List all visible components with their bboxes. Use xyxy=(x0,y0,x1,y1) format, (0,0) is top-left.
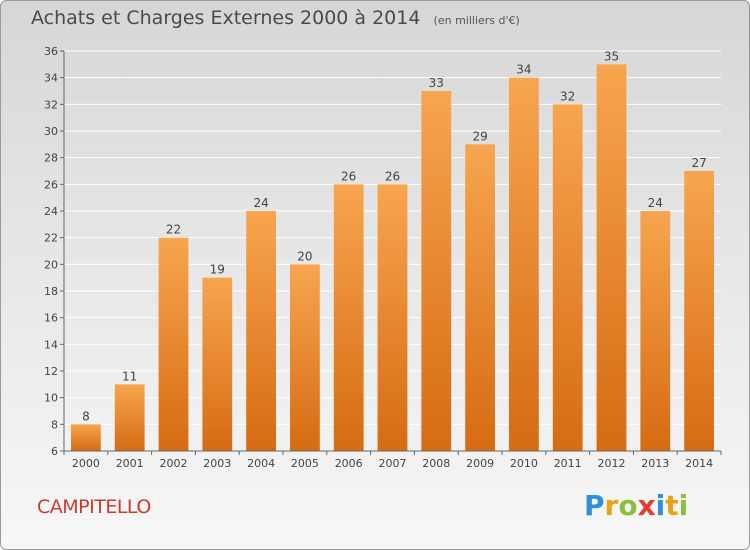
logo-letter: o xyxy=(618,489,638,522)
bar-2007 xyxy=(377,184,408,452)
logo-letter: r xyxy=(604,489,619,522)
x-tick-label-2012: 2012 xyxy=(598,457,626,470)
x-tick-label-2003: 2003 xyxy=(203,457,231,470)
y-tick-label: 18 xyxy=(44,285,58,298)
x-tick-label-2014: 2014 xyxy=(685,457,713,470)
x-tick-label-2001: 2001 xyxy=(116,457,144,470)
y-tick-label: 14 xyxy=(44,338,58,351)
data-label-2000: 8 xyxy=(82,409,90,423)
y-tick-label: 12 xyxy=(44,365,58,378)
bar-2013 xyxy=(640,211,671,451)
y-tick-label: 24 xyxy=(44,205,58,218)
bar-2008 xyxy=(421,91,452,451)
title-row: Achats et Charges Externes 2000 à 2014 (… xyxy=(31,7,520,29)
x-tick-label-2013: 2013 xyxy=(641,457,669,470)
y-tick-label: 36 xyxy=(44,45,58,58)
data-label-2004: 24 xyxy=(253,196,268,210)
x-tick-label-2009: 2009 xyxy=(466,457,494,470)
proxiti-logo: Proxiti xyxy=(584,489,688,522)
x-tick-label-2011: 2011 xyxy=(554,457,582,470)
bar-2014 xyxy=(684,171,714,451)
bar-2010 xyxy=(509,77,539,452)
data-label-2011: 32 xyxy=(560,89,575,103)
axes: 6 8 10 12 14 16 18 20 22 24 26 28 30 32 34 36 2000 2001 20… xyxy=(44,45,722,470)
logo-letter: x xyxy=(637,489,656,522)
bar-2009 xyxy=(465,144,495,452)
x-tick-label-2006: 2006 xyxy=(335,457,363,470)
y-tick-label: 22 xyxy=(44,232,58,245)
y-tick-label: 20 xyxy=(44,258,58,271)
data-label-2014: 27 xyxy=(691,156,706,170)
bar-2006 xyxy=(333,184,364,452)
bar-2004 xyxy=(246,211,276,451)
y-tick-label: 26 xyxy=(44,178,58,191)
y-tick-label: 28 xyxy=(44,152,58,165)
data-label-2002: 22 xyxy=(166,223,181,237)
logo-letter: i xyxy=(655,489,666,522)
data-label-2013: 24 xyxy=(648,196,663,210)
y-tick-label: 10 xyxy=(44,392,58,405)
y-tick-label: 30 xyxy=(44,125,58,138)
x-tick-label-2007: 2007 xyxy=(379,457,407,470)
chart-unit-note: (en milliers d'€) xyxy=(433,14,520,27)
bar-2003 xyxy=(202,277,233,451)
x-tick-label-2000: 2000 xyxy=(72,457,100,470)
x-tick-label-2008: 2008 xyxy=(422,457,450,470)
bar-2005 xyxy=(290,264,320,451)
y-tick-label: 32 xyxy=(44,98,58,111)
bar-2012 xyxy=(596,64,627,452)
bar-2011 xyxy=(552,104,583,451)
x-tick-label-2005: 2005 xyxy=(291,457,319,470)
bar-2002 xyxy=(158,237,189,451)
bar-2000 xyxy=(71,424,101,451)
y-tick-label: 34 xyxy=(44,72,58,85)
data-label-2007: 26 xyxy=(385,169,400,183)
x-tick-label-2004: 2004 xyxy=(247,457,275,470)
y-tick-label: 8 xyxy=(51,418,58,431)
chart-title: Achats et Charges Externes 2000 à 2014 xyxy=(31,7,421,29)
data-label-2005: 20 xyxy=(297,249,312,263)
bar-2001 xyxy=(114,384,145,451)
x-tick-label-2010: 2010 xyxy=(510,457,538,470)
x-tick-label-2002: 2002 xyxy=(160,457,188,470)
y-tick-label: 16 xyxy=(44,312,58,325)
y-tick-label: 6 xyxy=(51,445,58,458)
logo-letter: i xyxy=(678,489,689,522)
data-label-2009: 29 xyxy=(472,129,487,143)
data-label-2001: 11 xyxy=(122,369,137,383)
data-label-2012: 35 xyxy=(604,49,619,63)
logo-letter: t xyxy=(665,489,679,522)
data-label-2010: 34 xyxy=(516,63,531,77)
commune-name: CAMPITELLO xyxy=(37,496,151,518)
data-labels: 8 11 22 19 24 20 26 26 33 29 34 32 35 24 27 xyxy=(82,49,707,423)
data-label-2006: 26 xyxy=(341,169,356,183)
data-label-2008: 33 xyxy=(429,76,444,90)
data-label-2003: 19 xyxy=(210,263,225,277)
logo-letter: P xyxy=(584,489,605,522)
bars xyxy=(71,64,714,452)
